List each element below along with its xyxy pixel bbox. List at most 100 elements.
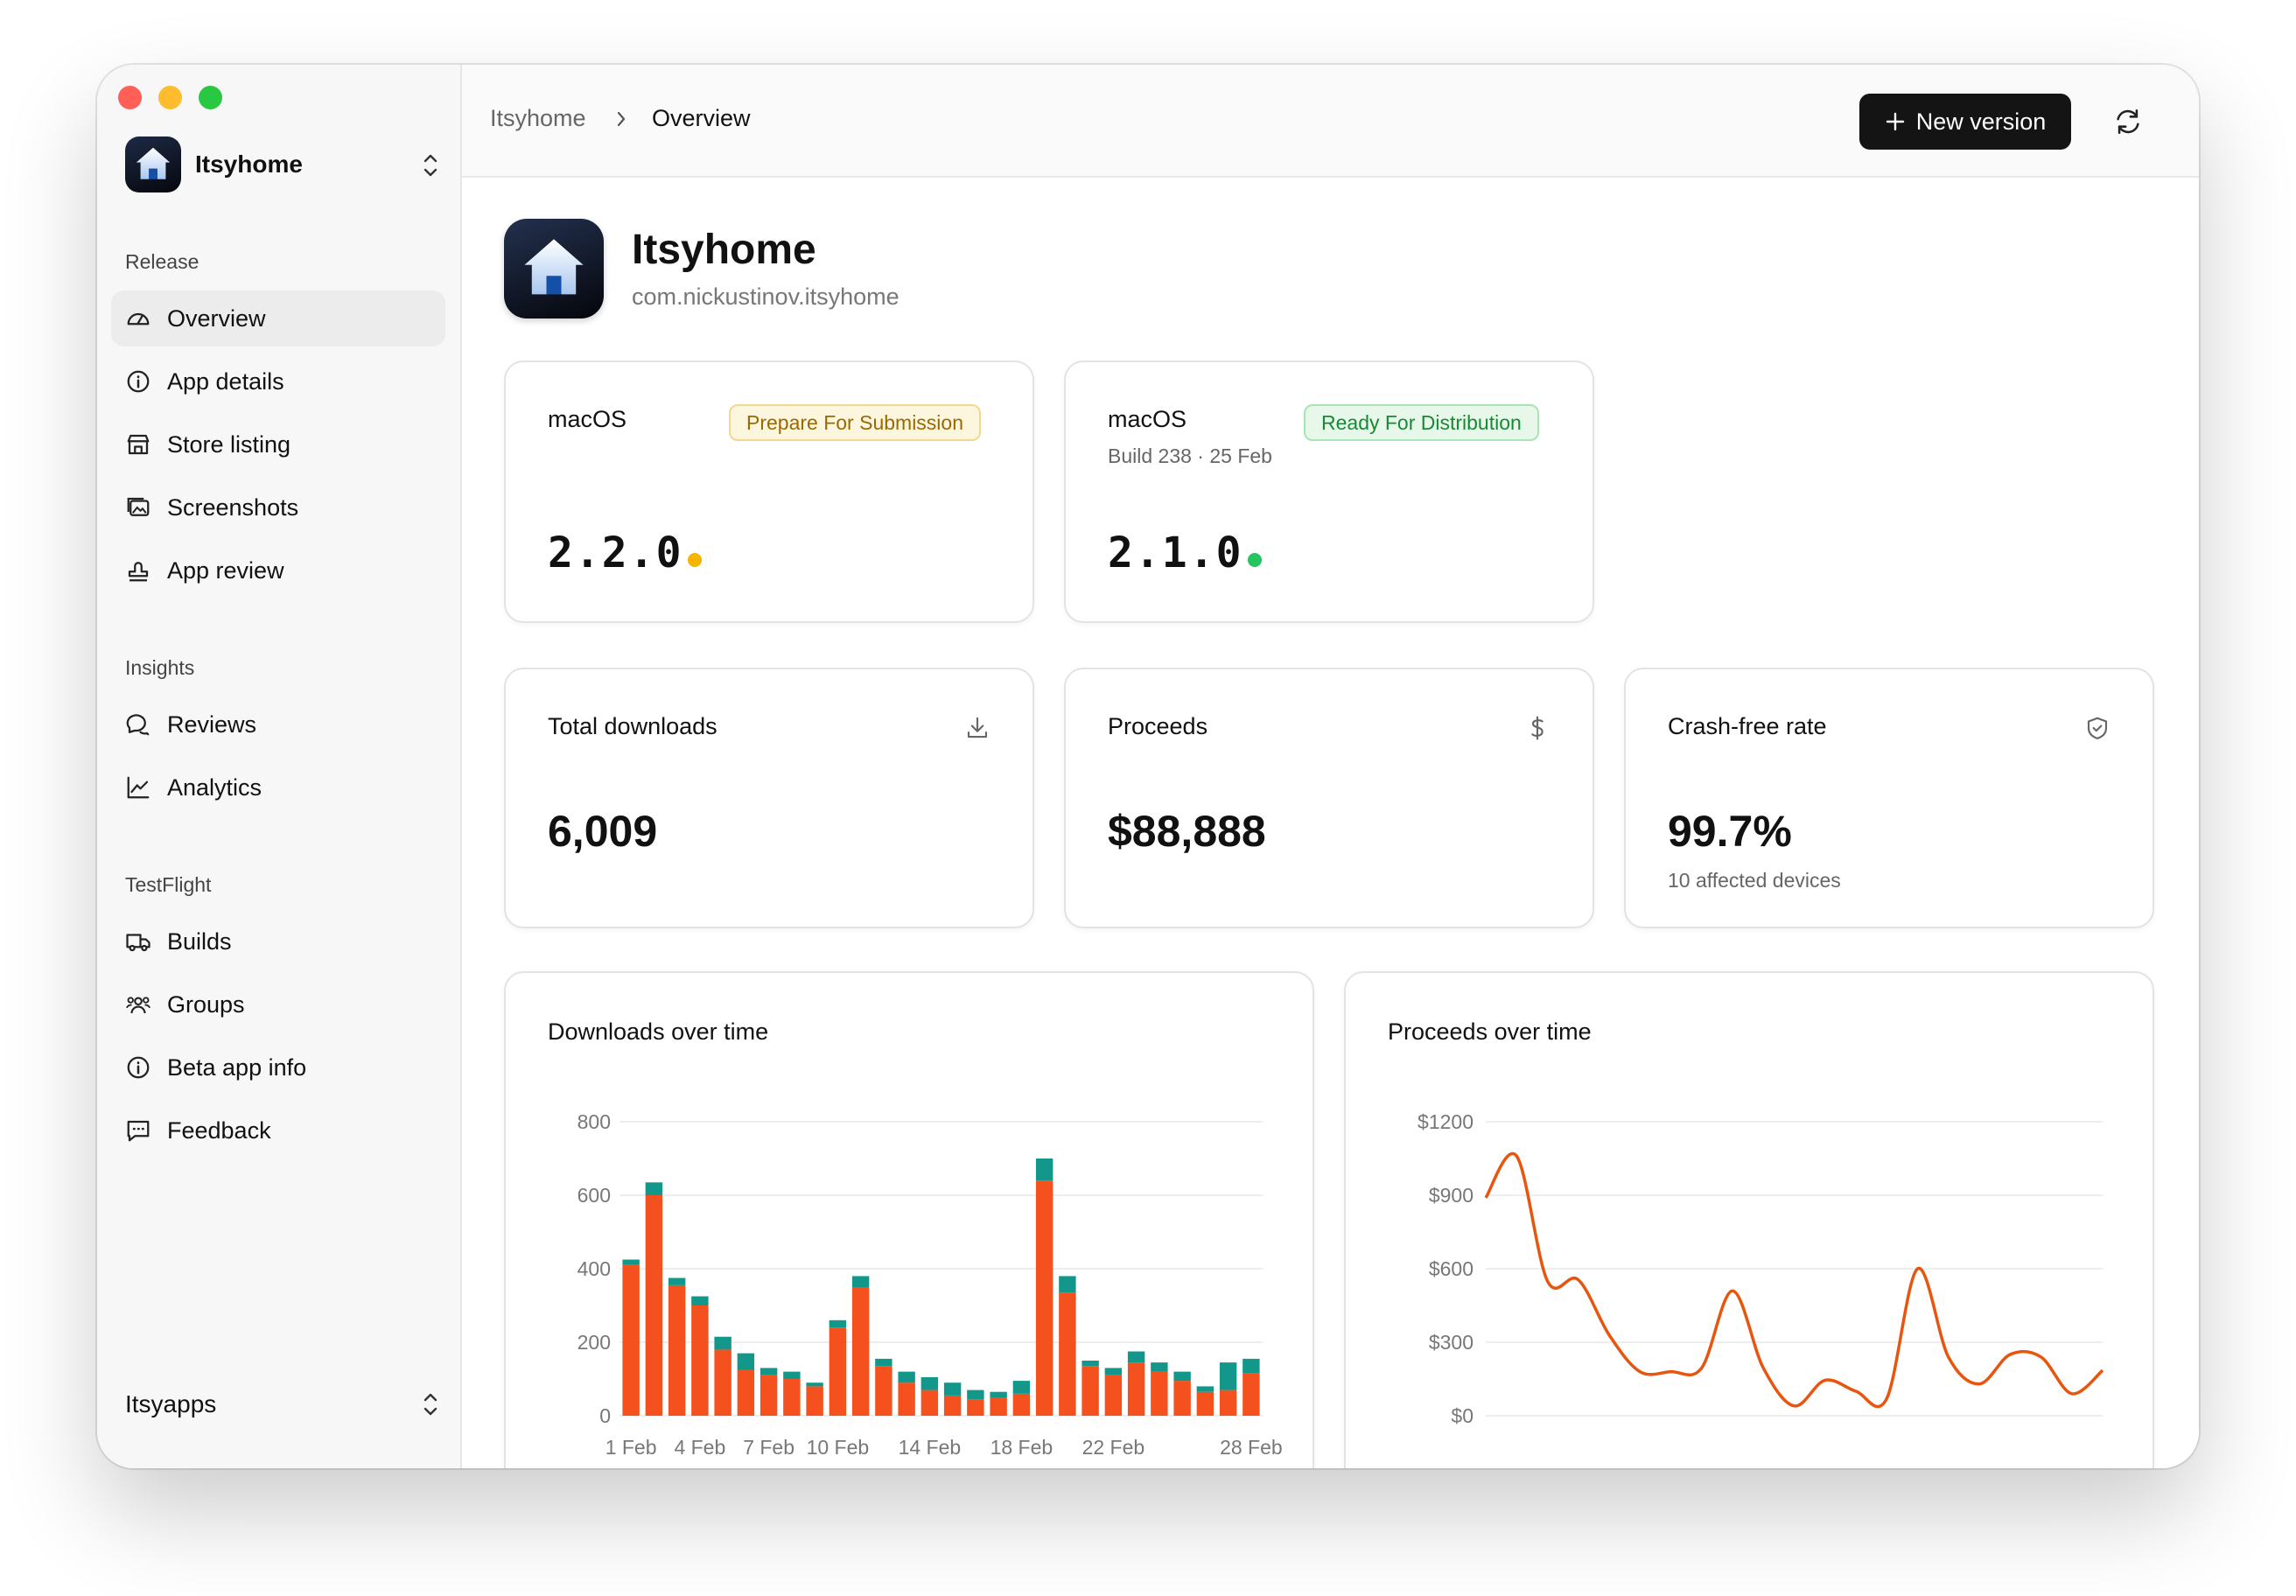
version-card-2-1-0[interactable]: macOS Ready For Distribution Build 238 ·… [1064, 360, 1594, 623]
bar-downloads[interactable] [806, 1386, 823, 1416]
bar-redownloads[interactable] [806, 1382, 823, 1387]
version-number: 2.2.0 [548, 528, 683, 578]
chart-title: Proceeds over time [1388, 1018, 1592, 1045]
bar-downloads[interactable] [783, 1379, 801, 1416]
proceeds-chart-card: Proceeds over time $1200 $900 $600 $300 $0 [1344, 971, 2154, 1468]
bar-downloads[interactable] [1082, 1366, 1099, 1416]
bar-downloads[interactable] [714, 1349, 732, 1416]
shield-check-icon [2087, 717, 2108, 739]
bar-redownloads[interactable] [737, 1353, 755, 1370]
bar-redownloads[interactable] [668, 1278, 686, 1285]
bar-redownloads[interactable] [898, 1371, 915, 1383]
bar-downloads[interactable] [990, 1397, 1007, 1416]
bar-redownloads[interactable] [1059, 1276, 1076, 1293]
bar-redownloads[interactable] [691, 1296, 709, 1306]
refresh-icon[interactable] [2113, 107, 2143, 136]
y-tick-label: 600 [578, 1184, 611, 1207]
bar-downloads[interactable] [1242, 1373, 1260, 1416]
bar-redownloads[interactable] [967, 1390, 984, 1400]
sidebar-item-builds[interactable]: Builds [111, 914, 445, 970]
proceeds-chart: $1200 $900 $600 $300 $0 [1418, 1110, 2104, 1427]
bar-downloads[interactable] [1127, 1362, 1145, 1416]
y-tick-label: $900 [1429, 1184, 1474, 1207]
minimize-window-button[interactable] [158, 86, 182, 109]
bar-redownloads[interactable] [645, 1182, 663, 1195]
bar-downloads[interactable] [1151, 1371, 1168, 1416]
stat-card-proceeds: Proceeds $88,888 [1064, 668, 1594, 928]
zoom-window-button[interactable] [199, 86, 222, 109]
app-switcher-label: Itsyhome [195, 150, 303, 178]
bar-downloads[interactable] [943, 1395, 962, 1416]
bar-downloads[interactable] [668, 1284, 686, 1416]
status-badge: Ready For Distribution [1304, 404, 1539, 441]
bar-downloads[interactable] [920, 1390, 939, 1416]
app-switcher[interactable]: Itsyhome [125, 136, 440, 192]
bar-downloads[interactable] [1219, 1390, 1237, 1416]
bar-redownloads[interactable] [1082, 1361, 1099, 1367]
bar-downloads[interactable] [1104, 1375, 1123, 1416]
bar-redownloads[interactable] [851, 1276, 870, 1287]
bar-downloads[interactable] [622, 1264, 640, 1416]
bar-redownloads[interactable] [875, 1358, 892, 1367]
bar-redownloads[interactable] [1196, 1386, 1214, 1392]
bar-redownloads[interactable] [1242, 1358, 1260, 1374]
platform-label: macOS [1108, 406, 1187, 432]
bar-downloads[interactable] [760, 1375, 778, 1416]
build-info: Build 238 · 25 Feb [1108, 444, 1272, 467]
stamp-icon [128, 562, 149, 582]
new-version-button[interactable]: New version [1859, 94, 2071, 150]
sidebar-item-groups[interactable]: Groups [111, 976, 445, 1032]
org-switcher[interactable]: Itsyapps [125, 1382, 440, 1426]
bar-redownloads[interactable] [1151, 1362, 1168, 1372]
bar-downloads[interactable] [691, 1306, 709, 1416]
bar-redownloads[interactable] [920, 1376, 939, 1390]
app-icon [125, 136, 181, 192]
bar-downloads[interactable] [1059, 1292, 1076, 1416]
bar-redownloads[interactable] [1104, 1368, 1123, 1376]
bar-downloads[interactable] [851, 1287, 870, 1416]
bar-downloads[interactable] [1173, 1381, 1191, 1416]
version-card-2-2-0[interactable]: macOS Prepare For Submission 2.2.0 [504, 360, 1034, 623]
breadcrumb-app[interactable]: Itsyhome [490, 105, 586, 131]
bar-downloads[interactable] [1012, 1393, 1031, 1416]
bar-downloads[interactable] [1196, 1391, 1214, 1416]
stat-card-downloads: Total downloads 6,009 [504, 668, 1034, 928]
bar-redownloads[interactable] [990, 1391, 1007, 1397]
bar-downloads[interactable] [1035, 1180, 1054, 1416]
truck-icon [126, 934, 150, 952]
bar-redownloads[interactable] [829, 1320, 847, 1328]
sidebar-item-screenshots[interactable]: Screenshots [111, 480, 445, 536]
bar-downloads[interactable] [898, 1382, 915, 1416]
sidebar-item-app-review[interactable]: App review [111, 542, 445, 598]
bar-redownloads[interactable] [760, 1368, 778, 1376]
bar-redownloads[interactable] [1035, 1158, 1054, 1181]
bar-downloads[interactable] [737, 1369, 755, 1417]
bar-downloads[interactable] [645, 1195, 663, 1416]
chart-title: Downloads over time [548, 1018, 769, 1045]
sidebar-item-store-listing[interactable]: Store listing [111, 416, 445, 472]
bar-redownloads[interactable] [1219, 1362, 1237, 1390]
sidebar-item-feedback[interactable]: Feedback [111, 1102, 445, 1158]
close-window-button[interactable] [118, 86, 142, 109]
sidebar-item-reviews[interactable]: Reviews [111, 696, 445, 752]
x-tick-label: 1 Feb [606, 1436, 657, 1459]
sidebar-item-overview[interactable]: Overview [111, 290, 445, 346]
sidebar-item-label: App details [167, 368, 284, 395]
stat-value: 99.7% [1668, 807, 1792, 856]
bar-redownloads[interactable] [1012, 1381, 1031, 1394]
sidebar-item-app-details[interactable]: App details [111, 354, 445, 410]
sidebar-item-beta-app-info[interactable]: Beta app info [111, 1040, 445, 1096]
bar-redownloads[interactable] [943, 1382, 962, 1396]
info-icon [127, 370, 150, 393]
bar-redownloads[interactable] [1127, 1351, 1145, 1363]
bar-downloads[interactable] [829, 1327, 847, 1416]
bar-redownloads[interactable] [1173, 1371, 1191, 1382]
bar-redownloads[interactable] [783, 1371, 801, 1379]
stat-label: Proceeds [1108, 713, 1208, 739]
bar-redownloads[interactable] [622, 1259, 640, 1265]
sidebar-item-label: Groups [167, 990, 245, 1018]
bar-downloads[interactable] [875, 1366, 892, 1416]
sidebar-item-analytics[interactable]: Analytics [111, 760, 445, 816]
bar-downloads[interactable] [967, 1399, 984, 1416]
bar-redownloads[interactable] [714, 1336, 732, 1350]
